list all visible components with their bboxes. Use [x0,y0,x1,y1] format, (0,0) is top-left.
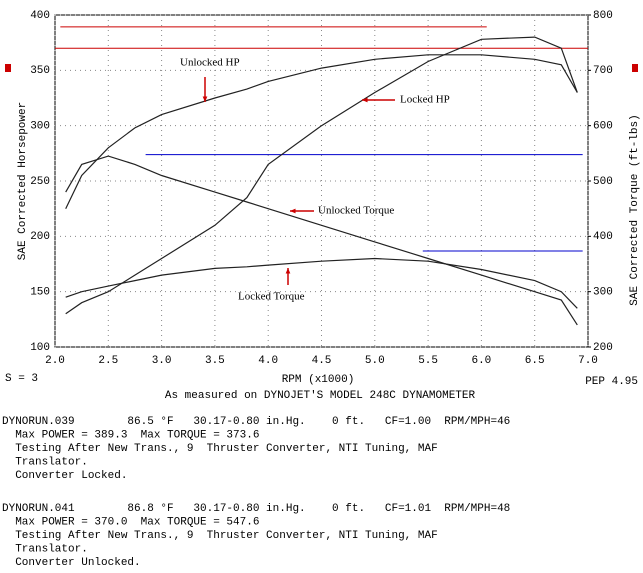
x-tick-label: 6.0 [471,355,491,367]
x-tick-label: 6.5 [525,355,545,367]
annotation: Unlocked Torque [318,205,394,217]
x-tick-label: 7.0 [578,355,598,367]
y2-tick-label: 600 [593,121,613,133]
y2-tick-label: 400 [593,231,613,243]
arrow-head [362,97,368,103]
plot-frame [54,14,589,348]
run-info: Converter Locked. [2,470,127,482]
arrow-head [285,268,291,274]
x-tick-label: 3.0 [152,355,172,367]
x-tick-label: 5.0 [365,355,385,367]
run-info: Testing After New Trans., 9 Thruster Con… [2,530,438,542]
annotation: Locked HP [400,94,450,106]
x-tick-label: 2.0 [45,355,65,367]
marker [632,64,638,72]
run-info: Testing After New Trans., 9 Thruster Con… [2,443,438,455]
smoothing: S = 3 [5,373,38,385]
y-tick-label: 100 [30,342,50,354]
x-tick-label: 4.0 [258,355,278,367]
y2-tick-label: 300 [593,287,613,299]
y-tick-label: 150 [30,287,50,299]
pep: PEP 4.95 [585,376,638,388]
x-tick-label: 4.5 [312,355,332,367]
x-tick-label: 2.5 [98,355,118,367]
y-tick-label: 250 [30,176,50,188]
series-line [65,257,578,309]
y-tick-label: 300 [30,121,50,133]
y-tick-label: 200 [30,231,50,243]
arrow-head [202,96,208,102]
y2-axis-label: SAE Corrected Torque (ft-lbs) [629,114,641,305]
run-info: Max POWER = 370.0 Max TORQUE = 547.6 [2,516,259,528]
y2-tick-label: 800 [593,10,613,22]
run-info: Max POWER = 389.3 Max TORQUE = 373.6 [2,429,259,441]
series-line [65,36,578,315]
x-tick-label: 3.5 [205,355,225,367]
y-tick-label: 350 [30,65,50,77]
series-line [65,54,578,209]
run-info: Converter Unlocked. [2,557,141,568]
marker [5,64,11,72]
caption: As measured on DYNOJET'S MODEL 248C DYNA… [165,390,476,402]
y2-tick-label: 500 [593,176,613,188]
x-tick-label: 5.5 [418,355,438,367]
x-axis-label: RPM (x1000) [282,374,355,386]
arrow-head [290,208,296,214]
run-info: Translator. [2,456,88,468]
run-info: DYNORUN.039 86.5 °F 30.17-0.80 in.Hg. 0 … [2,416,510,428]
annotation: Unlocked HP [180,57,240,69]
series-line [65,155,578,326]
run-info: DYNORUN.041 86.8 °F 30.17-0.80 in.Hg. 0 … [2,503,510,515]
y-tick-label: 400 [30,10,50,22]
annotation: Locked Torque [238,291,305,303]
y2-tick-label: 200 [593,342,613,354]
run-info: Translator. [2,543,88,555]
y2-tick-label: 700 [593,65,613,77]
y-axis-label: SAE Corrected Horsepower [17,102,29,260]
